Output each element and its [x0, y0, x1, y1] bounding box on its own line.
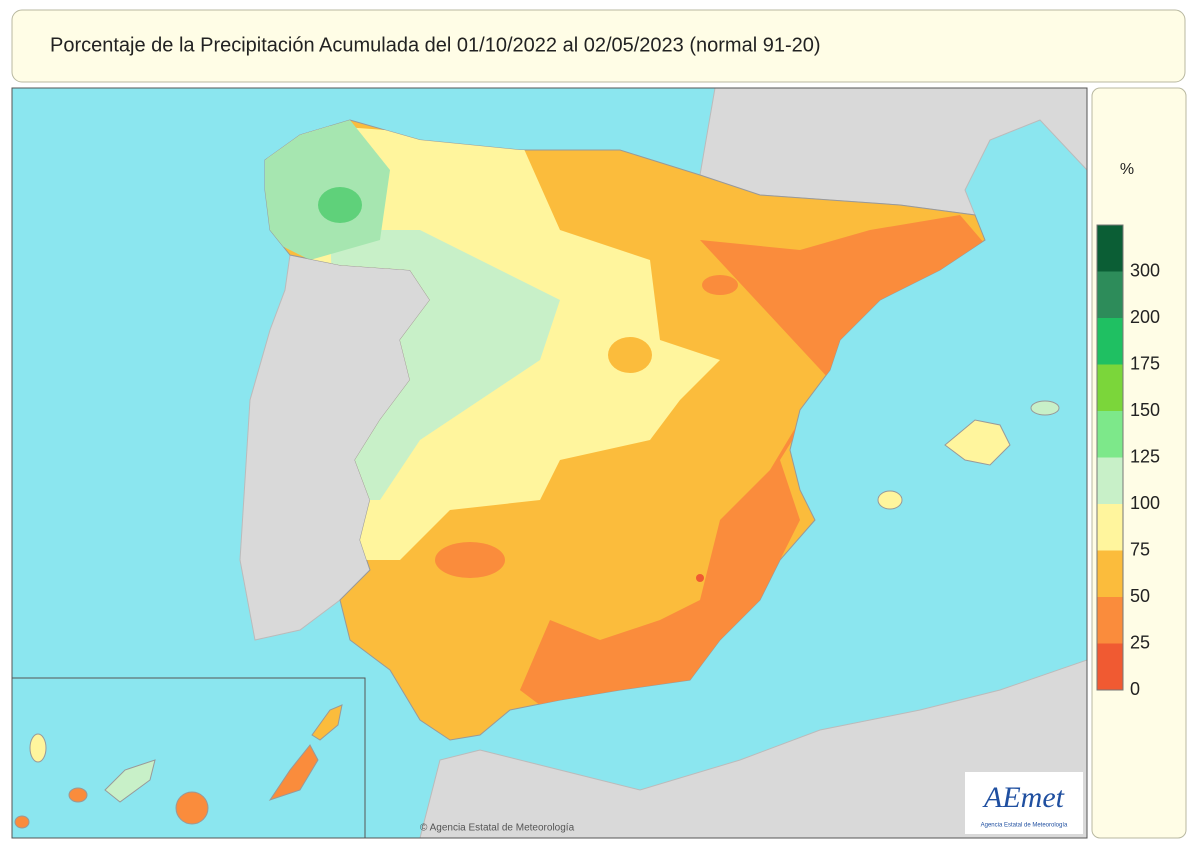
lanzarote	[311, 704, 343, 741]
legend-label: 50	[1130, 586, 1150, 606]
fuerteventura	[268, 744, 319, 801]
ibiza	[877, 490, 903, 510]
logo: AEmet	[982, 781, 1065, 814]
zone-galicia	[265, 120, 390, 260]
legend-label: 175	[1130, 353, 1160, 373]
legend-swatch	[1097, 597, 1123, 644]
logo-subtitle: Agencia Estatal de Meteorología	[981, 823, 1068, 829]
zone-125-150	[318, 187, 362, 223]
title: Porcentaje de la Precipitación Acumulada…	[50, 34, 821, 56]
legend-swatch	[1097, 225, 1123, 272]
legend-label: 300	[1130, 260, 1160, 280]
mallorca	[944, 419, 1011, 466]
zone-sw	[435, 542, 505, 578]
legend-swatch	[1097, 271, 1123, 318]
legend-swatch	[1097, 504, 1123, 551]
zone-0-25	[696, 574, 704, 582]
legend-unit: %	[1120, 161, 1134, 178]
legend-label: 75	[1130, 539, 1150, 559]
zone-center	[608, 337, 652, 373]
legend-label: 125	[1130, 446, 1160, 466]
gomera	[68, 787, 88, 803]
legend-swatch	[1097, 643, 1123, 690]
legend-swatch	[1097, 457, 1123, 504]
legend-label: 100	[1130, 493, 1160, 513]
gran-canaria	[175, 791, 209, 825]
copyright: © Agencia Estatal de Meteorología	[420, 823, 575, 834]
tenerife	[104, 759, 156, 803]
legend: 300 200 175 150 125 100 75 50 25 0	[1096, 224, 1160, 699]
zone-ne	[702, 275, 738, 295]
legend-label: 150	[1130, 400, 1160, 420]
legend-bar-frame	[1096, 224, 1124, 691]
legend-label: 0	[1130, 679, 1140, 699]
la-palma	[29, 733, 47, 763]
menorca	[1030, 400, 1060, 416]
logo-box	[965, 772, 1083, 834]
africa	[419, 659, 1087, 838]
legend-swatch	[1097, 411, 1123, 458]
map: © Agencia Estatal de Meteorología AEmet …	[12, 88, 1087, 838]
map-frame	[11, 87, 1088, 839]
el-hierro	[14, 815, 30, 829]
legend-swatch	[1097, 550, 1123, 597]
legend-swatch	[1097, 318, 1123, 365]
title-box	[11, 9, 1186, 83]
legend-label: 25	[1130, 632, 1150, 652]
legend-swatch	[1097, 364, 1123, 411]
legend-label: 200	[1130, 307, 1160, 327]
